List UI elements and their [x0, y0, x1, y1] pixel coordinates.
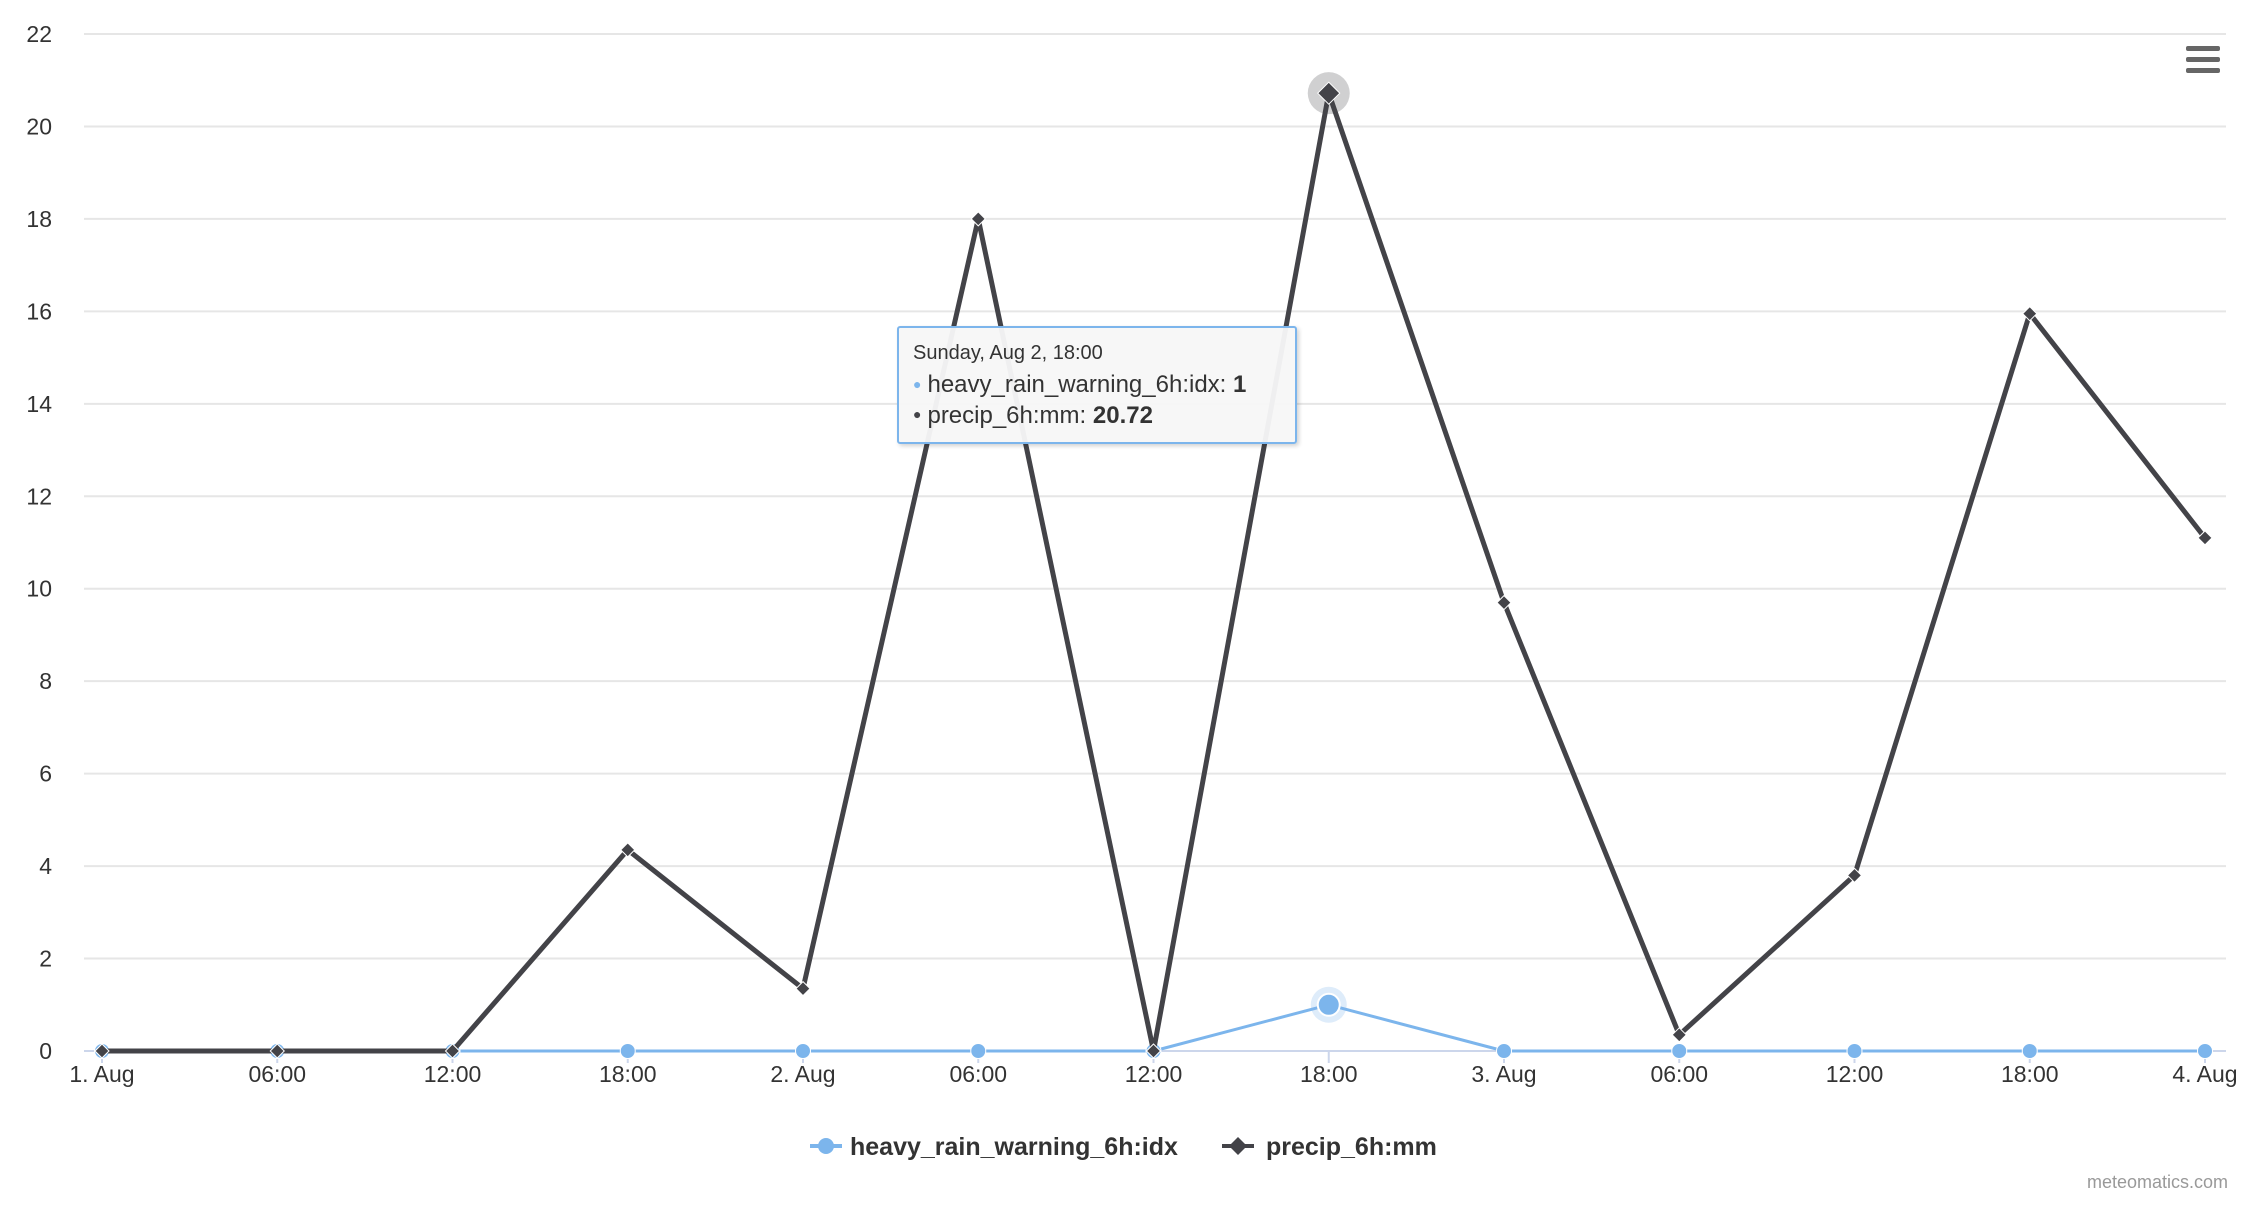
x-tick-label: 3. Aug: [1471, 1061, 1536, 1087]
data-point: [1316, 992, 1341, 1017]
data-point: [2197, 1043, 2213, 1059]
y-tick-label: 2: [39, 946, 52, 972]
y-tick-label: 16: [26, 298, 52, 324]
x-tick-label: 12:00: [1826, 1061, 1884, 1087]
tooltip-series-name: precip_6h:mm: [927, 401, 1080, 429]
legend: heavy_rain_warning_6h:idx precip_6h:mm: [810, 1133, 1437, 1161]
x-tick-label: 06:00: [1650, 1061, 1708, 1087]
data-point: [970, 1043, 987, 1059]
x-tick-label: 18:00: [2001, 1061, 2059, 1087]
data-point: [1671, 1027, 1687, 1043]
tooltip-series-name: heavy_rain_warning_6h:idx: [927, 371, 1220, 398]
legend-item[interactable]: precip_6h:mm: [1222, 1133, 1437, 1161]
data-point: [1846, 867, 1863, 884]
data-point: [1496, 594, 1512, 611]
legend-item[interactable]: heavy_rain_warning_6h:idx: [810, 1133, 1178, 1161]
x-tick-label: 18:00: [1300, 1061, 1358, 1087]
y-tick-label: 0: [39, 1038, 52, 1064]
data-point: [620, 842, 636, 858]
data-point: [970, 211, 986, 227]
tooltip-series-value: 20.72: [1092, 401, 1153, 429]
data-point: [94, 1043, 110, 1059]
x-tick-label: 2. Aug: [770, 1061, 835, 1087]
legend-label: precip_6h:mm: [1266, 1133, 1437, 1161]
tooltip-series-value: 1: [1233, 371, 1247, 398]
legend-marker-icon: [818, 1138, 834, 1154]
y-tick-label: 12: [26, 483, 52, 509]
data-point: [1317, 81, 1341, 105]
y-tick-label: 4: [39, 853, 52, 879]
grid-lines: [84, 33, 2226, 1052]
data-point: [269, 1043, 285, 1059]
y-axis-ticks: 0 2 4 6 8 10 12 14 16 18 20 22: [26, 21, 52, 1064]
series-line: [99, 90, 2208, 1054]
y-tick-label: 10: [26, 576, 52, 602]
y-tick-label: 8: [39, 668, 52, 694]
tooltip-row-heavy-rain: ● heavy_rain_warning_6h:idx: 1: [913, 371, 1247, 398]
series-dot-icon: ●: [913, 406, 922, 423]
x-tick-label: 18:00: [599, 1061, 657, 1087]
x-tick-label: 4. Aug: [2172, 1061, 2237, 1087]
y-tick-label: 22: [26, 21, 52, 47]
data-point: [795, 980, 811, 997]
tooltip-row-precip: ● precip_6h:mm: 20.72: [913, 401, 1153, 429]
x-tick-label: 06:00: [248, 1061, 306, 1087]
data-point: [795, 1043, 811, 1059]
data-point: [2022, 305, 2038, 322]
x-tick-label: 12:00: [1125, 1061, 1183, 1087]
tooltip: Sunday, Aug 2, 18:00 ● heavy_rain_warning…: [897, 326, 1297, 444]
series-precip-6h-mm: [94, 72, 2213, 1059]
data-point: [2197, 530, 2213, 546]
y-tick-label: 6: [39, 761, 52, 787]
series-layer: [94, 72, 2213, 1059]
x-axis-ticks: 1. Aug 06:00 12:00 18:00 2. Aug 06:00 12:00 18:…: [69, 1051, 2238, 1087]
legend-marker-icon: [1229, 1137, 1247, 1155]
y-tick-label: 20: [26, 113, 52, 139]
data-point: [1496, 1043, 1512, 1059]
series-dot-icon: ●: [913, 375, 922, 392]
tooltip-header: Sunday, Aug 2, 18:00: [913, 342, 1103, 364]
x-tick-label: 1. Aug: [69, 1061, 134, 1087]
credits-text[interactable]: meteomatics.com: [2087, 1172, 2228, 1192]
data-point: [1846, 1043, 1863, 1059]
data-point: [444, 1043, 461, 1059]
y-tick-label: 14: [26, 391, 52, 417]
data-point: [1145, 1043, 1162, 1059]
legend-label: heavy_rain_warning_6h:idx: [850, 1133, 1178, 1161]
data-point: [1671, 1043, 1688, 1059]
hamburger-menu-icon[interactable]: [2180, 40, 2224, 80]
x-tick-label: 12:00: [424, 1061, 482, 1087]
data-point: [619, 1043, 636, 1059]
data-point: [2021, 1043, 2038, 1059]
x-tick-label: 06:00: [949, 1061, 1007, 1087]
y-tick-label: 18: [26, 206, 52, 232]
